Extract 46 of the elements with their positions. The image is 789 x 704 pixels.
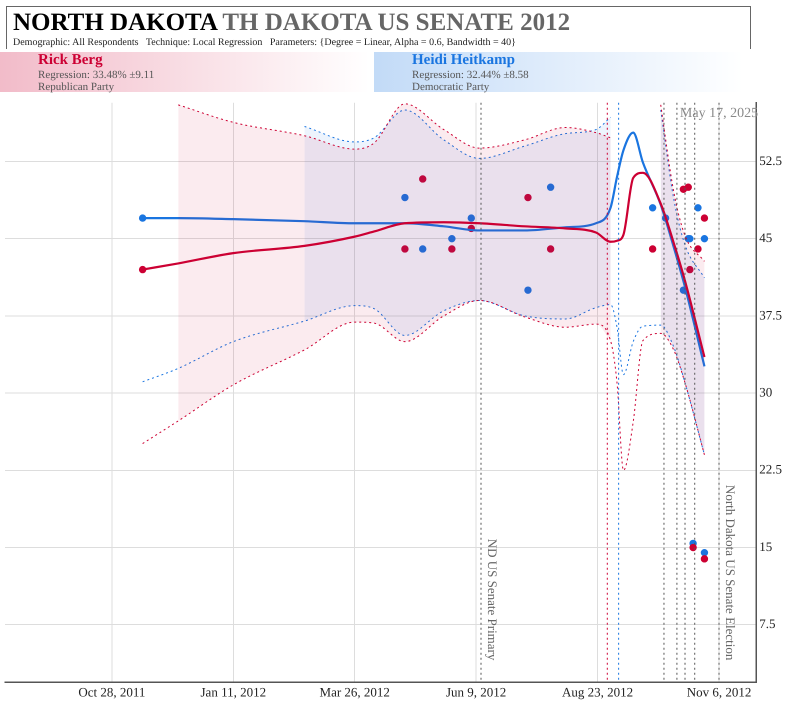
point <box>524 286 532 294</box>
point <box>468 214 475 222</box>
x-tick-label: Nov 6, 2012 <box>686 684 752 700</box>
point <box>448 234 456 242</box>
y-tick-label: 30 <box>759 384 772 400</box>
point <box>684 184 692 191</box>
y-tick-label: 45 <box>759 230 772 246</box>
point <box>419 245 426 253</box>
ref-line-label: ND US Senate Primary <box>485 538 500 661</box>
point <box>546 184 554 191</box>
point <box>401 245 409 253</box>
x-tick-label: Jun 9, 2012 <box>446 684 506 700</box>
y-tick-label: 37.5 <box>759 307 782 322</box>
point <box>694 204 702 212</box>
point <box>546 245 554 253</box>
point <box>524 194 532 202</box>
y-tick-label: 52.5 <box>759 152 782 168</box>
point <box>700 555 708 563</box>
point <box>700 234 708 242</box>
point <box>448 245 456 253</box>
text: Heidi Heitkamp <box>412 52 516 69</box>
point <box>700 214 708 222</box>
text: Rick Berg <box>38 52 104 69</box>
point <box>700 548 708 556</box>
text: Democratic Party <box>412 81 490 93</box>
text: Demographic: All Respondents Technique: Local Regression Parameters: {Degree = Linear, Alpha = 0.6, Bandwidth = 40} <box>13 37 516 48</box>
x-tick-label: Aug 23, 2012 <box>562 684 634 700</box>
x-tick-label: Mar 26, 2012 <box>320 684 390 700</box>
y-tick-label: 15 <box>759 538 772 554</box>
point <box>689 544 697 552</box>
chart-subtitle: TH DAKOTA US SENATE 2012 <box>221 9 570 36</box>
chart-title: NORTH DAKOTA <box>13 9 217 36</box>
point <box>401 194 409 202</box>
text: Republican Party <box>38 81 116 93</box>
text: Regression: 33.48% ±9.11 <box>38 69 156 81</box>
point <box>648 204 656 212</box>
ref-line-label: North Dakota US Senate Election <box>723 484 738 661</box>
point <box>686 266 694 274</box>
x-tick-label: Jan 11, 2012 <box>200 684 266 700</box>
point <box>648 245 656 253</box>
x-tick-label: Oct 28, 2011 <box>78 684 146 700</box>
y-tick-label: 7.5 <box>759 616 776 632</box>
y-tick-label: 22.5 <box>759 462 782 477</box>
point <box>419 175 426 183</box>
point <box>694 245 702 253</box>
text: Regression: 32.44% ±8.58 <box>412 69 530 81</box>
